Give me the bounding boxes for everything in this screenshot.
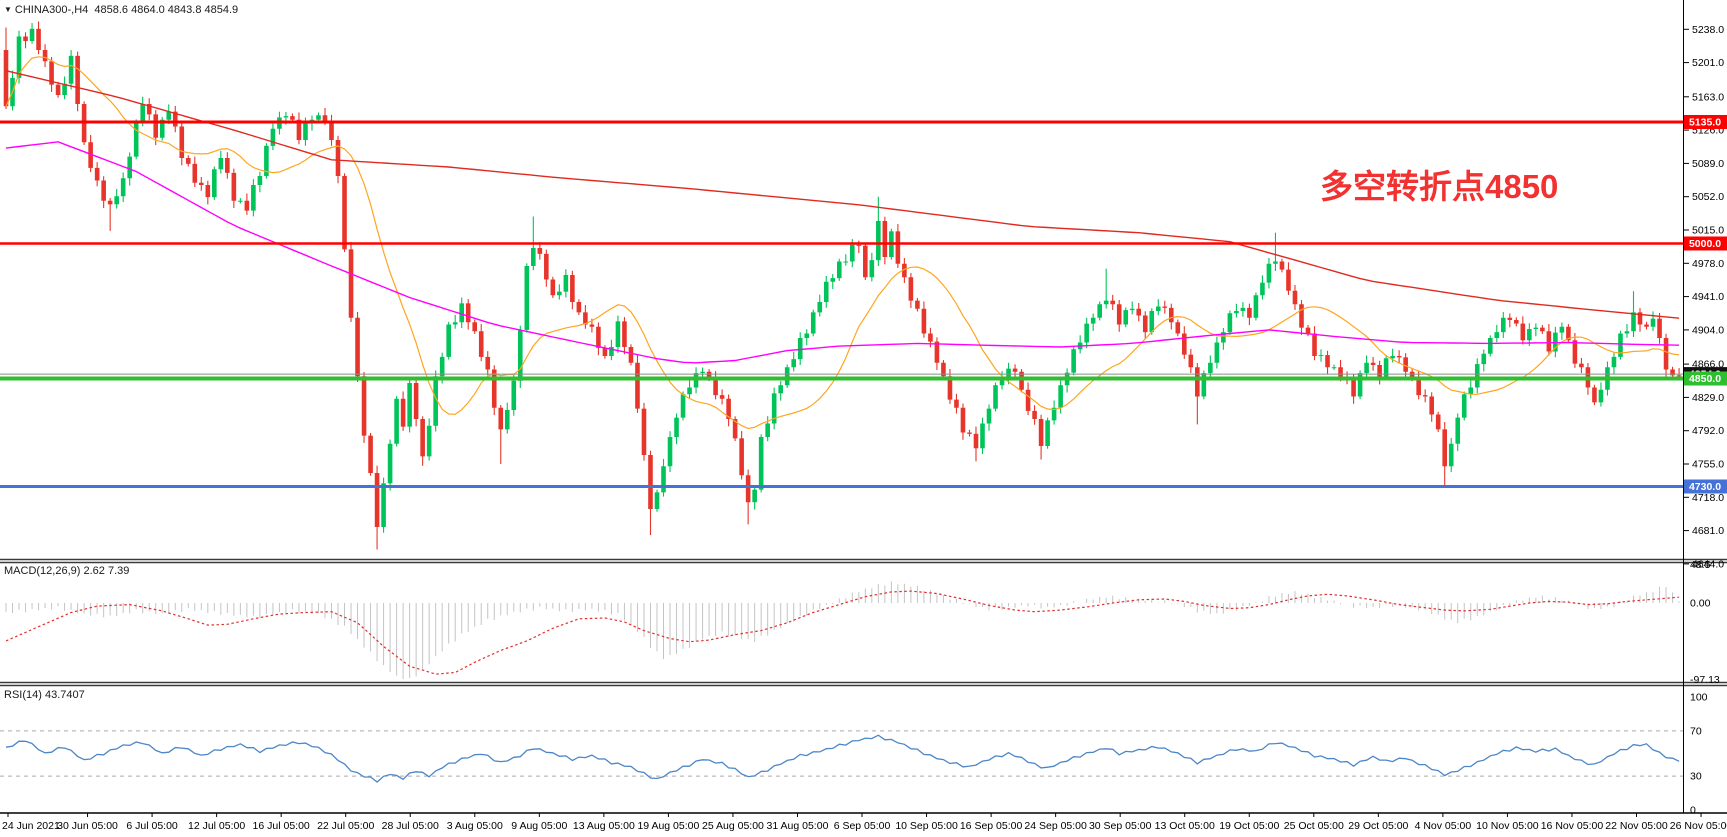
time-tick-label[interactable]: 10 Sep 05:00 xyxy=(895,820,958,832)
time-tick-label[interactable]: 13 Oct 05:00 xyxy=(1155,820,1215,832)
price-tick-label: 5015.0 xyxy=(1692,225,1724,237)
annotation-text: 多空转折点4850 xyxy=(1320,168,1559,205)
time-tick-label[interactable]: 24 Jun 2021 xyxy=(2,820,60,832)
price-line-badge xyxy=(1684,115,1727,129)
time-tick-label[interactable]: 30 Jun 05:00 xyxy=(57,820,118,832)
time-tick-label[interactable]: 30 Sep 05:00 xyxy=(1089,820,1152,832)
rsi-tick-label: 70 xyxy=(1690,725,1702,737)
price-tick-label: 5163.0 xyxy=(1692,91,1724,103)
price-line-badge-label: 4850.0 xyxy=(1689,373,1721,385)
price-tick-label: 4718.0 xyxy=(1692,492,1724,504)
rsi-value: 43.7407 xyxy=(44,689,85,701)
macd-signal-line xyxy=(5,590,1680,675)
price-tick-label: 5089.0 xyxy=(1692,158,1724,170)
price-line-badge xyxy=(1684,479,1727,494)
macd-pane[interactable] xyxy=(5,581,1680,680)
time-tick-label[interactable]: 6 Sep 05:00 xyxy=(834,820,891,832)
time-tick-label[interactable]: 10 Nov 05:00 xyxy=(1476,820,1539,832)
macd-histogram xyxy=(5,581,1680,680)
time-tick-label[interactable]: 16 Jul 05:00 xyxy=(253,820,310,832)
price-line-badge-label: 4730.0 xyxy=(1689,481,1721,493)
main-pane[interactable] xyxy=(0,21,1683,550)
price-tick-label: 4681.0 xyxy=(1692,525,1724,537)
time-tick-label[interactable]: 12 Jul 05:00 xyxy=(188,820,245,832)
time-tick-label[interactable]: 4 Nov 05:00 xyxy=(1415,820,1472,832)
rsi-pane[interactable] xyxy=(0,730,1683,783)
time-tick-label[interactable]: 29 Oct 05:00 xyxy=(1348,820,1408,832)
price-tick-label: 4978.0 xyxy=(1692,258,1724,270)
time-tick-label[interactable]: 25 Aug 05:00 xyxy=(702,820,764,832)
time-tick-label[interactable]: 22 Jul 05:00 xyxy=(317,820,374,832)
time-tick-label[interactable]: 22 Nov 05:00 xyxy=(1605,820,1668,832)
rsi-name: RSI(14) xyxy=(4,689,42,701)
price-tick-label: 4941.0 xyxy=(1692,291,1724,303)
rsi-tick-label: 0 xyxy=(1690,805,1696,817)
time-tick-label[interactable]: 16 Sep 05:00 xyxy=(960,820,1023,832)
rsi-tick-label: 30 xyxy=(1690,771,1702,783)
time-tick-label[interactable]: 3 Aug 05:00 xyxy=(447,820,503,832)
price-line-badge xyxy=(1684,371,1727,386)
price-line-badge xyxy=(1684,236,1727,251)
price-tick-label: 5238.0 xyxy=(1692,24,1724,36)
price-tick-label: 4904.0 xyxy=(1692,324,1724,336)
macd-tick-label: -97.13 xyxy=(1690,674,1720,686)
macd-tick-label: 48.5 xyxy=(1690,559,1711,571)
time-tick-label[interactable]: 26 Nov 05:00 xyxy=(1670,820,1727,832)
time-tick-label[interactable]: 28 Jul 05:00 xyxy=(382,820,439,832)
price-tick-label: 4792.0 xyxy=(1692,425,1724,437)
time-tick-label[interactable]: 24 Sep 05:00 xyxy=(1024,820,1087,832)
time-tick-label[interactable]: 13 Aug 05:00 xyxy=(573,820,635,832)
time-tick-label[interactable]: 31 Aug 05:00 xyxy=(767,820,829,832)
time-tick-label[interactable]: 19 Oct 05:00 xyxy=(1219,820,1279,832)
macd-name: MACD(12,26,9) xyxy=(4,565,81,577)
medium-ma-line xyxy=(5,141,1680,364)
fast-ma-line xyxy=(5,56,1680,430)
rsi-line xyxy=(5,734,1680,783)
price-tick-label: 5052.0 xyxy=(1692,191,1724,203)
price-line-badge-label: 5135.0 xyxy=(1689,117,1721,129)
price-tick-label: 4755.0 xyxy=(1692,459,1724,471)
price-tick-label: 5201.0 xyxy=(1692,57,1724,69)
ohlc-values: 4858.6 4864.0 4843.8 4854.9 xyxy=(94,4,239,16)
macd-tick-label: 0.00 xyxy=(1690,598,1711,610)
symbol-dropdown-icon[interactable]: ▼ xyxy=(4,5,12,14)
time-tick-label[interactable]: 16 Nov 05:00 xyxy=(1541,820,1604,832)
time-tick-label[interactable]: 9 Aug 05:00 xyxy=(511,820,567,832)
price-tick-label: 4644.0 xyxy=(1692,558,1724,570)
rsi-tick-label: 100 xyxy=(1690,692,1708,704)
macd-values: 2.62 7.39 xyxy=(83,565,130,577)
time-tick-label[interactable]: 19 Aug 05:00 xyxy=(637,820,699,832)
time-tick-label[interactable]: 6 Jul 05:00 xyxy=(126,820,178,832)
symbol-timeframe-label: CHINA300-,H4 xyxy=(14,4,89,16)
time-tick-label[interactable]: 25 Oct 05:00 xyxy=(1284,820,1344,832)
price-tick-label: 4829.0 xyxy=(1692,392,1724,404)
candles-layer xyxy=(3,21,1682,550)
slow-ma-line xyxy=(5,70,1680,319)
macd-indicator-label: MACD(12,26,9) 2.62 7.39 xyxy=(4,565,129,578)
price-line-badge-label: 5000.0 xyxy=(1689,238,1721,250)
rsi-indicator-label: RSI(14) 43.7407 xyxy=(4,689,85,702)
symbol-info-bar: ▼ CHINA300-,H4 4858.6 4864.0 4843.8 4854.… xyxy=(4,3,238,17)
